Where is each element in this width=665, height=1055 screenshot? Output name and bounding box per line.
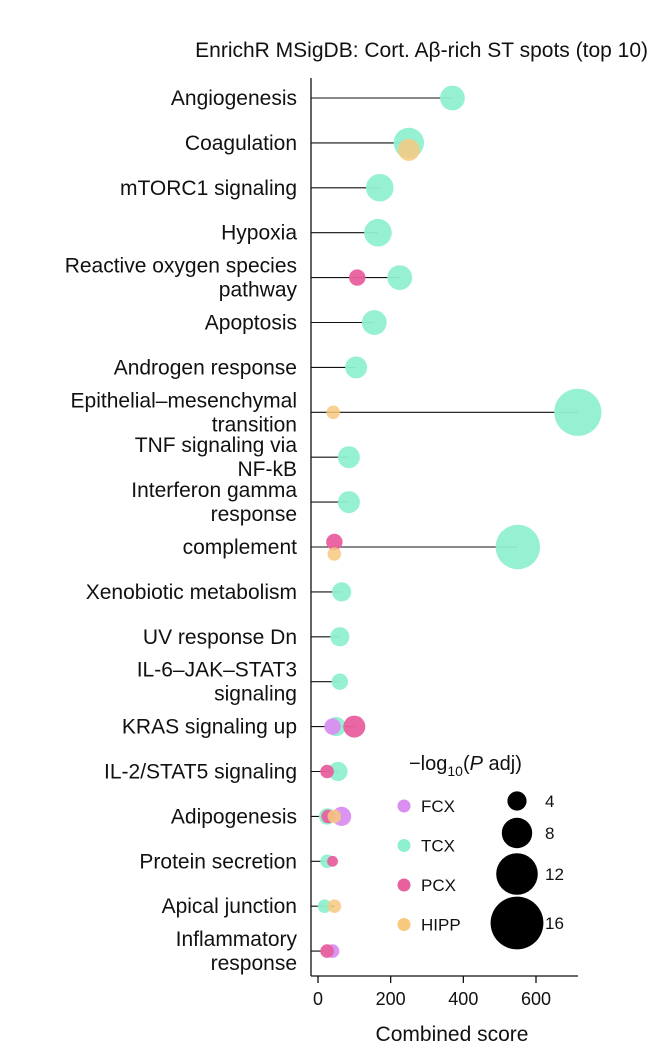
point-pcx bbox=[326, 533, 343, 551]
size-legend-label: 8 bbox=[545, 824, 554, 843]
point-fcx bbox=[324, 718, 341, 735]
point-pcx bbox=[343, 715, 366, 738]
point-tcx bbox=[337, 491, 360, 514]
point-hipp bbox=[326, 405, 341, 420]
size-legend-label: 12 bbox=[545, 865, 564, 884]
category-label: IL-2/STAT5 signaling bbox=[104, 761, 297, 784]
point-tcx bbox=[364, 218, 392, 247]
size-legend-dot bbox=[507, 791, 527, 811]
category-label: TNF signaling via NF-kB bbox=[135, 434, 298, 481]
point-hipp bbox=[327, 899, 342, 913]
x-tick-label: 600 bbox=[521, 989, 551, 1009]
category-label: IL-6–JAK–STAT3 signaling bbox=[137, 659, 297, 706]
size-legend-label: 16 bbox=[545, 914, 564, 933]
point-tcx bbox=[337, 446, 360, 469]
point-tcx bbox=[495, 524, 541, 570]
point-pcx bbox=[320, 944, 334, 958]
x-tick-label: 400 bbox=[448, 989, 478, 1009]
x-axis-label: Combined score bbox=[376, 1023, 529, 1046]
legend-label-pcx: PCX bbox=[421, 876, 456, 895]
x-tick-label: 200 bbox=[376, 989, 406, 1009]
category-label: Epithelial–mesenchymal transition bbox=[71, 389, 297, 436]
category-label: complement bbox=[183, 536, 298, 559]
category-label: Apical junction bbox=[162, 895, 297, 918]
size-legend-title: −log10(P adj) bbox=[409, 753, 522, 779]
category-label: Inflammatory response bbox=[176, 928, 298, 975]
category-label: KRAS signaling up bbox=[122, 716, 297, 739]
x-axis: 0 200 400 600 bbox=[311, 975, 578, 1009]
size-legend-label: 4 bbox=[545, 792, 554, 811]
point-pcx bbox=[320, 764, 334, 779]
point-tcx bbox=[361, 310, 387, 335]
point-pcx bbox=[349, 269, 366, 286]
size-legend-dot bbox=[490, 896, 544, 950]
data-points bbox=[317, 85, 602, 958]
point-hipp bbox=[327, 547, 342, 561]
size-legend-dot bbox=[496, 853, 538, 895]
category-label: Protein secretion bbox=[139, 850, 297, 873]
x-tick-label: 0 bbox=[313, 989, 323, 1009]
point-tcx bbox=[332, 582, 352, 602]
stem-lines bbox=[311, 97, 578, 952]
legend-swatch-tcx bbox=[397, 839, 411, 852]
category-label: Interferon gamma response bbox=[131, 479, 297, 526]
category-label: mTORC1 signaling bbox=[120, 177, 297, 200]
legend: −log10(P adj) FCX TCX PCX HIPP 4 8 12 16 bbox=[397, 753, 564, 950]
point-tcx bbox=[387, 265, 413, 290]
category-label: Angiogenesis bbox=[171, 87, 297, 110]
category-labels: Angiogenesis Coagulation mTORC1 signaling H… bbox=[65, 87, 298, 975]
point-tcx bbox=[345, 356, 368, 379]
category-label: Reactive oxygen species pathway bbox=[65, 255, 298, 302]
category-label: Coagulation bbox=[185, 132, 297, 155]
point-tcx bbox=[317, 899, 332, 913]
legend-label-tcx: TCX bbox=[421, 837, 455, 856]
point-tcx bbox=[328, 761, 348, 782]
category-label: Xenobiotic metabolism bbox=[86, 581, 297, 604]
point-tcx bbox=[330, 627, 350, 647]
legend-label-hipp: HIPP bbox=[421, 916, 461, 935]
point-tcx bbox=[554, 388, 602, 436]
point-hipp bbox=[397, 138, 420, 161]
category-label: Androgen response bbox=[114, 356, 297, 379]
point-tcx bbox=[365, 174, 394, 202]
chart-title: EnrichR MSigDB: Cort. Aβ-rich ST spots (… bbox=[195, 39, 648, 62]
point-pcx bbox=[327, 855, 338, 867]
category-label: Apoptosis bbox=[205, 312, 297, 335]
point-tcx bbox=[440, 85, 465, 111]
legend-swatch-hipp bbox=[397, 918, 411, 931]
category-label: Adipogenesis bbox=[171, 805, 297, 828]
category-label: Hypoxia bbox=[221, 222, 297, 245]
point-hipp bbox=[327, 809, 342, 824]
legend-swatch-pcx bbox=[397, 878, 411, 892]
legend-swatch-fcx bbox=[397, 799, 411, 813]
size-legend-dot bbox=[501, 817, 533, 849]
legend-label-fcx: FCX bbox=[421, 797, 455, 816]
category-label: UV response Dn bbox=[143, 626, 297, 649]
point-tcx bbox=[331, 673, 348, 690]
